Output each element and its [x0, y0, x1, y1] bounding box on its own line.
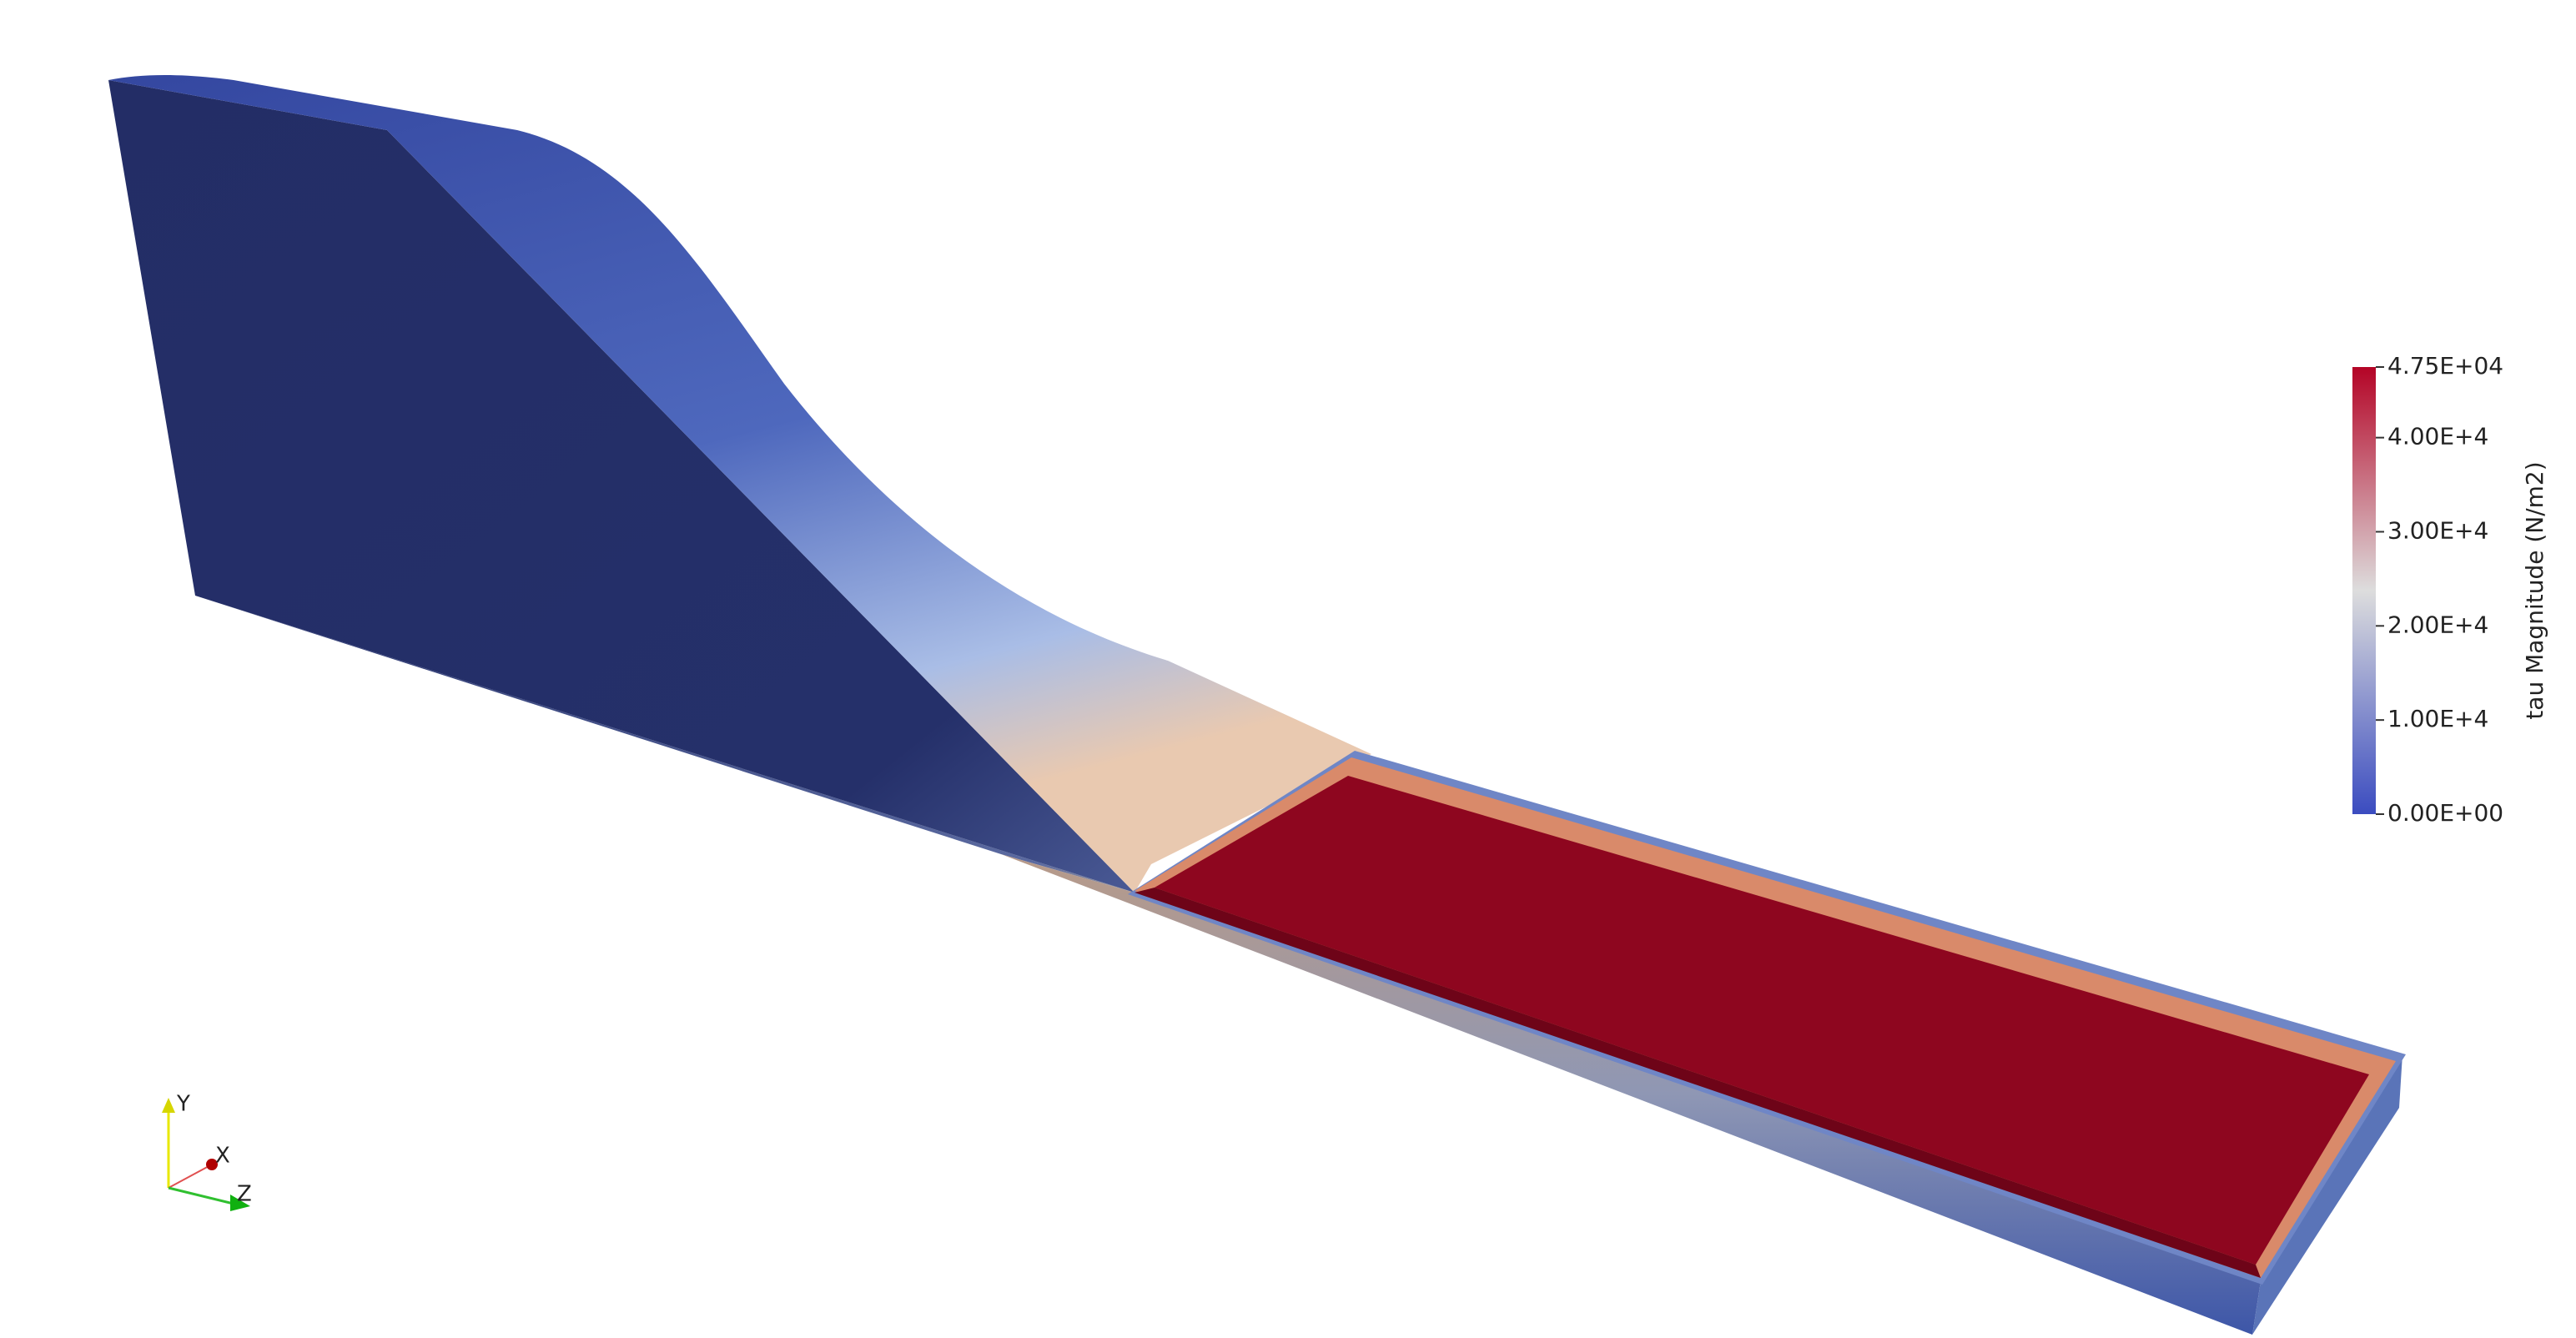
colorbar-tick-label: 2.00E+4	[2387, 611, 2488, 638]
channel-side	[1001, 854, 2261, 1335]
z-arrow	[230, 1195, 250, 1211]
colorbar	[2352, 367, 2376, 814]
colorbar-title: tau Magnitude (N/m2)	[2521, 461, 2548, 719]
ramp-surface	[108, 75, 1371, 893]
y-label: Y	[176, 1092, 190, 1117]
x-label: X	[215, 1144, 230, 1169]
y-arrow	[162, 1098, 175, 1113]
channel-end	[2252, 1054, 2402, 1335]
left-face	[108, 80, 1135, 893]
colorbar-tick-label: 0.00E+00	[2387, 799, 2503, 827]
colorbar-tick-label: 4.00E+4	[2387, 423, 2488, 450]
z-label: Z	[237, 1182, 252, 1207]
colorbar-tick-label: 1.00E+4	[2387, 705, 2488, 732]
colorbar-tick-label: 4.75E+04	[2387, 352, 2503, 380]
geometry	[108, 75, 2406, 1335]
channel-top	[1155, 776, 2369, 1265]
channel-top-edge	[1135, 888, 2261, 1278]
x-arrow	[206, 1159, 218, 1170]
colorbar-tick-label: 3.00E+4	[2387, 516, 2488, 544]
x-axis	[168, 1164, 213, 1189]
axes-triad: Y X Z	[162, 1092, 252, 1211]
